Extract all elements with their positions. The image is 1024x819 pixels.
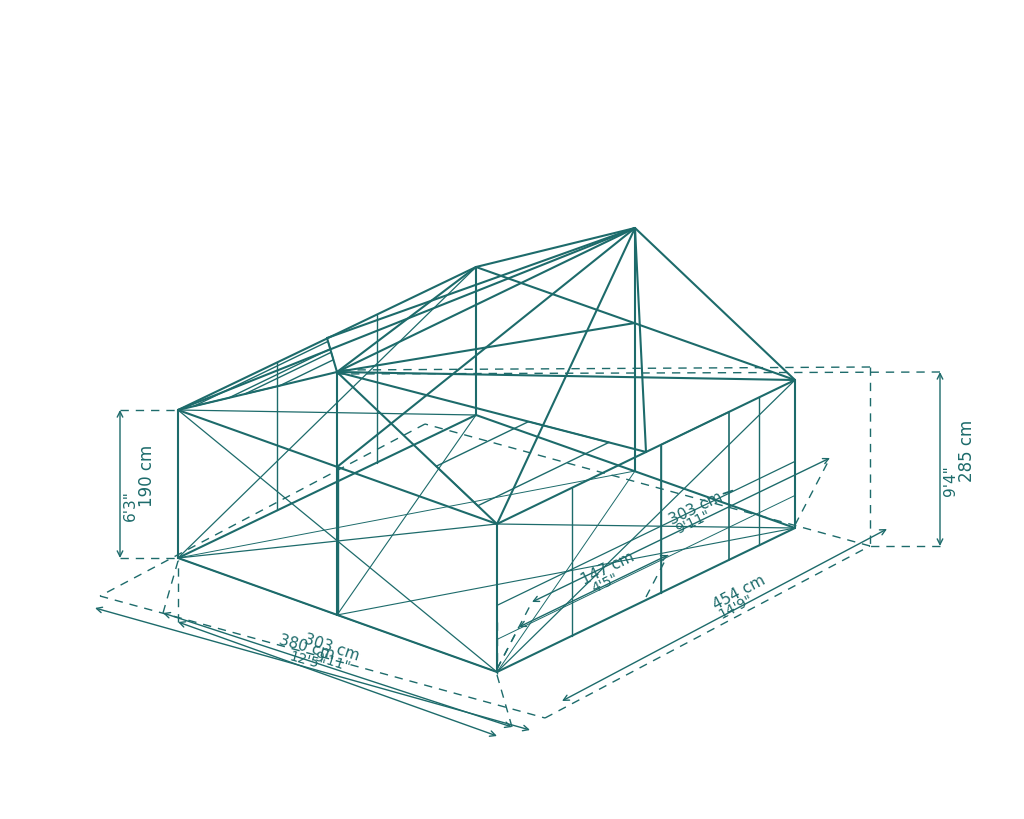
- Text: 6'3": 6'3": [123, 491, 137, 522]
- Text: 147 cm: 147 cm: [579, 550, 637, 588]
- Text: 454 cm: 454 cm: [711, 573, 768, 613]
- Text: 9'4": 9'4": [942, 466, 957, 496]
- Text: 380 cm: 380 cm: [278, 632, 337, 662]
- Text: 12'5": 12'5": [288, 649, 327, 672]
- Text: 190 cm: 190 cm: [138, 445, 156, 507]
- Text: 14'9": 14'9": [717, 592, 756, 622]
- Text: 4'5": 4'5": [590, 571, 621, 595]
- Text: 9'11": 9'11": [674, 508, 713, 536]
- Text: 303 cm: 303 cm: [667, 489, 725, 527]
- Text: 303 cm: 303 cm: [302, 632, 361, 664]
- Text: 9'11": 9'11": [312, 649, 352, 674]
- Text: 285 cm: 285 cm: [958, 420, 976, 482]
